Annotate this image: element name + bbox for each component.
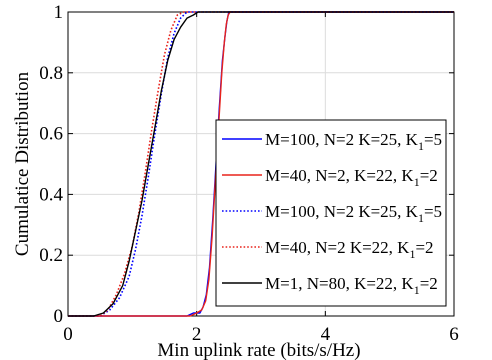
legend-label-suffix: =2	[415, 238, 433, 257]
series-line-4	[68, 11, 454, 317]
series-line-5	[68, 11, 454, 317]
legend-label-suffix: =5	[424, 202, 442, 221]
x-tick-label: 2	[192, 324, 202, 345]
legend-label-5: M=1, N=80, K=22, K1=2	[265, 274, 438, 297]
legend: M=100, N=2 K=25, K1=5M=40, N=2, K=22, K1…	[215, 119, 447, 307]
legend-label-3: M=100, N=2 K=25, K1=5	[265, 202, 442, 225]
series-line-3	[68, 11, 454, 317]
legend-label-subscript: 1	[418, 139, 424, 153]
y-tick-label: 0	[54, 306, 64, 327]
x-axis-label: Min uplink rate (bits/s/Hz)	[157, 340, 360, 360]
legend-label-suffix: =5	[424, 130, 442, 149]
legend-label-main: M=40, N=2 K=22, K	[265, 238, 410, 257]
legend-label-suffix: =2	[420, 166, 438, 185]
ticks: 0 2 4 6 0 0.2 0.4 0.6 0.8 1	[39, 2, 459, 345]
y-tick-label: 0.6	[39, 124, 63, 145]
legend-box	[215, 119, 447, 307]
y-tick-label: 1	[54, 2, 64, 23]
legend-label-4: M=40, N=2 K=22, K1=2	[265, 238, 434, 261]
y-tick-label: 0.4	[39, 184, 63, 205]
y-tick-label: 0.8	[39, 63, 63, 84]
legend-label-2: M=40, N=2, K=22, K1=2	[265, 166, 438, 189]
legend-label-subscript: 1	[414, 175, 420, 189]
legend-label-main: M=1, N=80, K=22, K	[265, 274, 414, 293]
legend-label-subscript: 1	[409, 247, 415, 261]
y-axis-label: Cumulatice Distribution	[12, 71, 33, 256]
series-group	[68, 11, 454, 317]
legend-label-subscript: 1	[418, 211, 424, 225]
y-tick-label: 0.2	[39, 245, 63, 266]
x-tick-label: 4	[321, 324, 331, 345]
legend-label-main: M=100, N=2 K=25, K	[265, 202, 419, 221]
series-line-2	[68, 11, 454, 317]
x-tick-label: 6	[449, 324, 459, 345]
legend-label-main: M=40, N=2, K=22, K	[265, 166, 414, 185]
legend-label-1: M=100, N=2 K=25, K1=5	[265, 130, 442, 153]
x-tick-label: 0	[63, 324, 73, 345]
legend-label-main: M=100, N=2 K=25, K	[265, 130, 419, 149]
legend-label-suffix: =2	[420, 274, 438, 293]
legend-label-subscript: 1	[414, 283, 420, 297]
